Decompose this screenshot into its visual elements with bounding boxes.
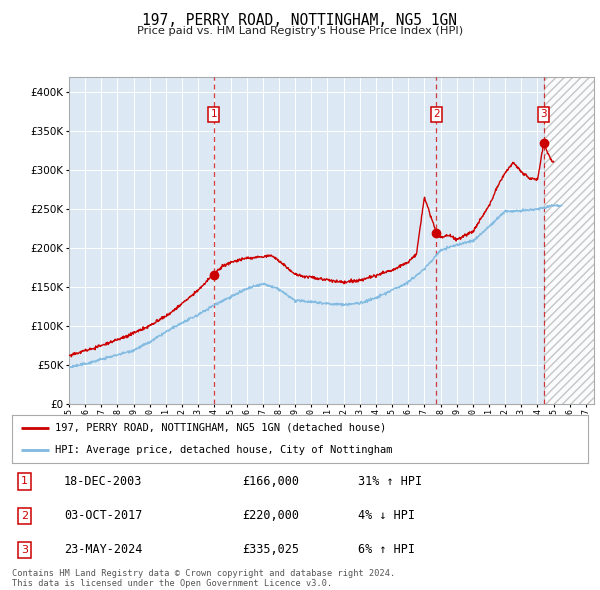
Text: 03-OCT-2017: 03-OCT-2017 xyxy=(64,509,142,522)
Text: £335,025: £335,025 xyxy=(242,543,299,556)
Text: 1: 1 xyxy=(211,109,217,119)
Text: 4% ↓ HPI: 4% ↓ HPI xyxy=(358,509,415,522)
Text: HPI: Average price, detached house, City of Nottingham: HPI: Average price, detached house, City… xyxy=(55,445,392,455)
Text: Price paid vs. HM Land Registry's House Price Index (HPI): Price paid vs. HM Land Registry's House … xyxy=(137,26,463,36)
Text: 18-DEC-2003: 18-DEC-2003 xyxy=(64,475,142,488)
Text: £220,000: £220,000 xyxy=(242,509,299,522)
Text: 23-MAY-2024: 23-MAY-2024 xyxy=(64,543,142,556)
Text: 31% ↑ HPI: 31% ↑ HPI xyxy=(358,475,422,488)
Text: 1: 1 xyxy=(21,477,28,486)
Text: 3: 3 xyxy=(21,545,28,555)
Text: 197, PERRY ROAD, NOTTINGHAM, NG5 1GN (detached house): 197, PERRY ROAD, NOTTINGHAM, NG5 1GN (de… xyxy=(55,423,386,433)
Text: 6% ↑ HPI: 6% ↑ HPI xyxy=(358,543,415,556)
Bar xyxy=(544,77,594,404)
Text: 197, PERRY ROAD, NOTTINGHAM, NG5 1GN: 197, PERRY ROAD, NOTTINGHAM, NG5 1GN xyxy=(143,13,458,28)
Text: £166,000: £166,000 xyxy=(242,475,299,488)
Text: Contains HM Land Registry data © Crown copyright and database right 2024.
This d: Contains HM Land Registry data © Crown c… xyxy=(12,569,395,588)
Text: 2: 2 xyxy=(21,511,28,520)
Text: 2: 2 xyxy=(433,109,440,119)
Text: 3: 3 xyxy=(540,109,547,119)
